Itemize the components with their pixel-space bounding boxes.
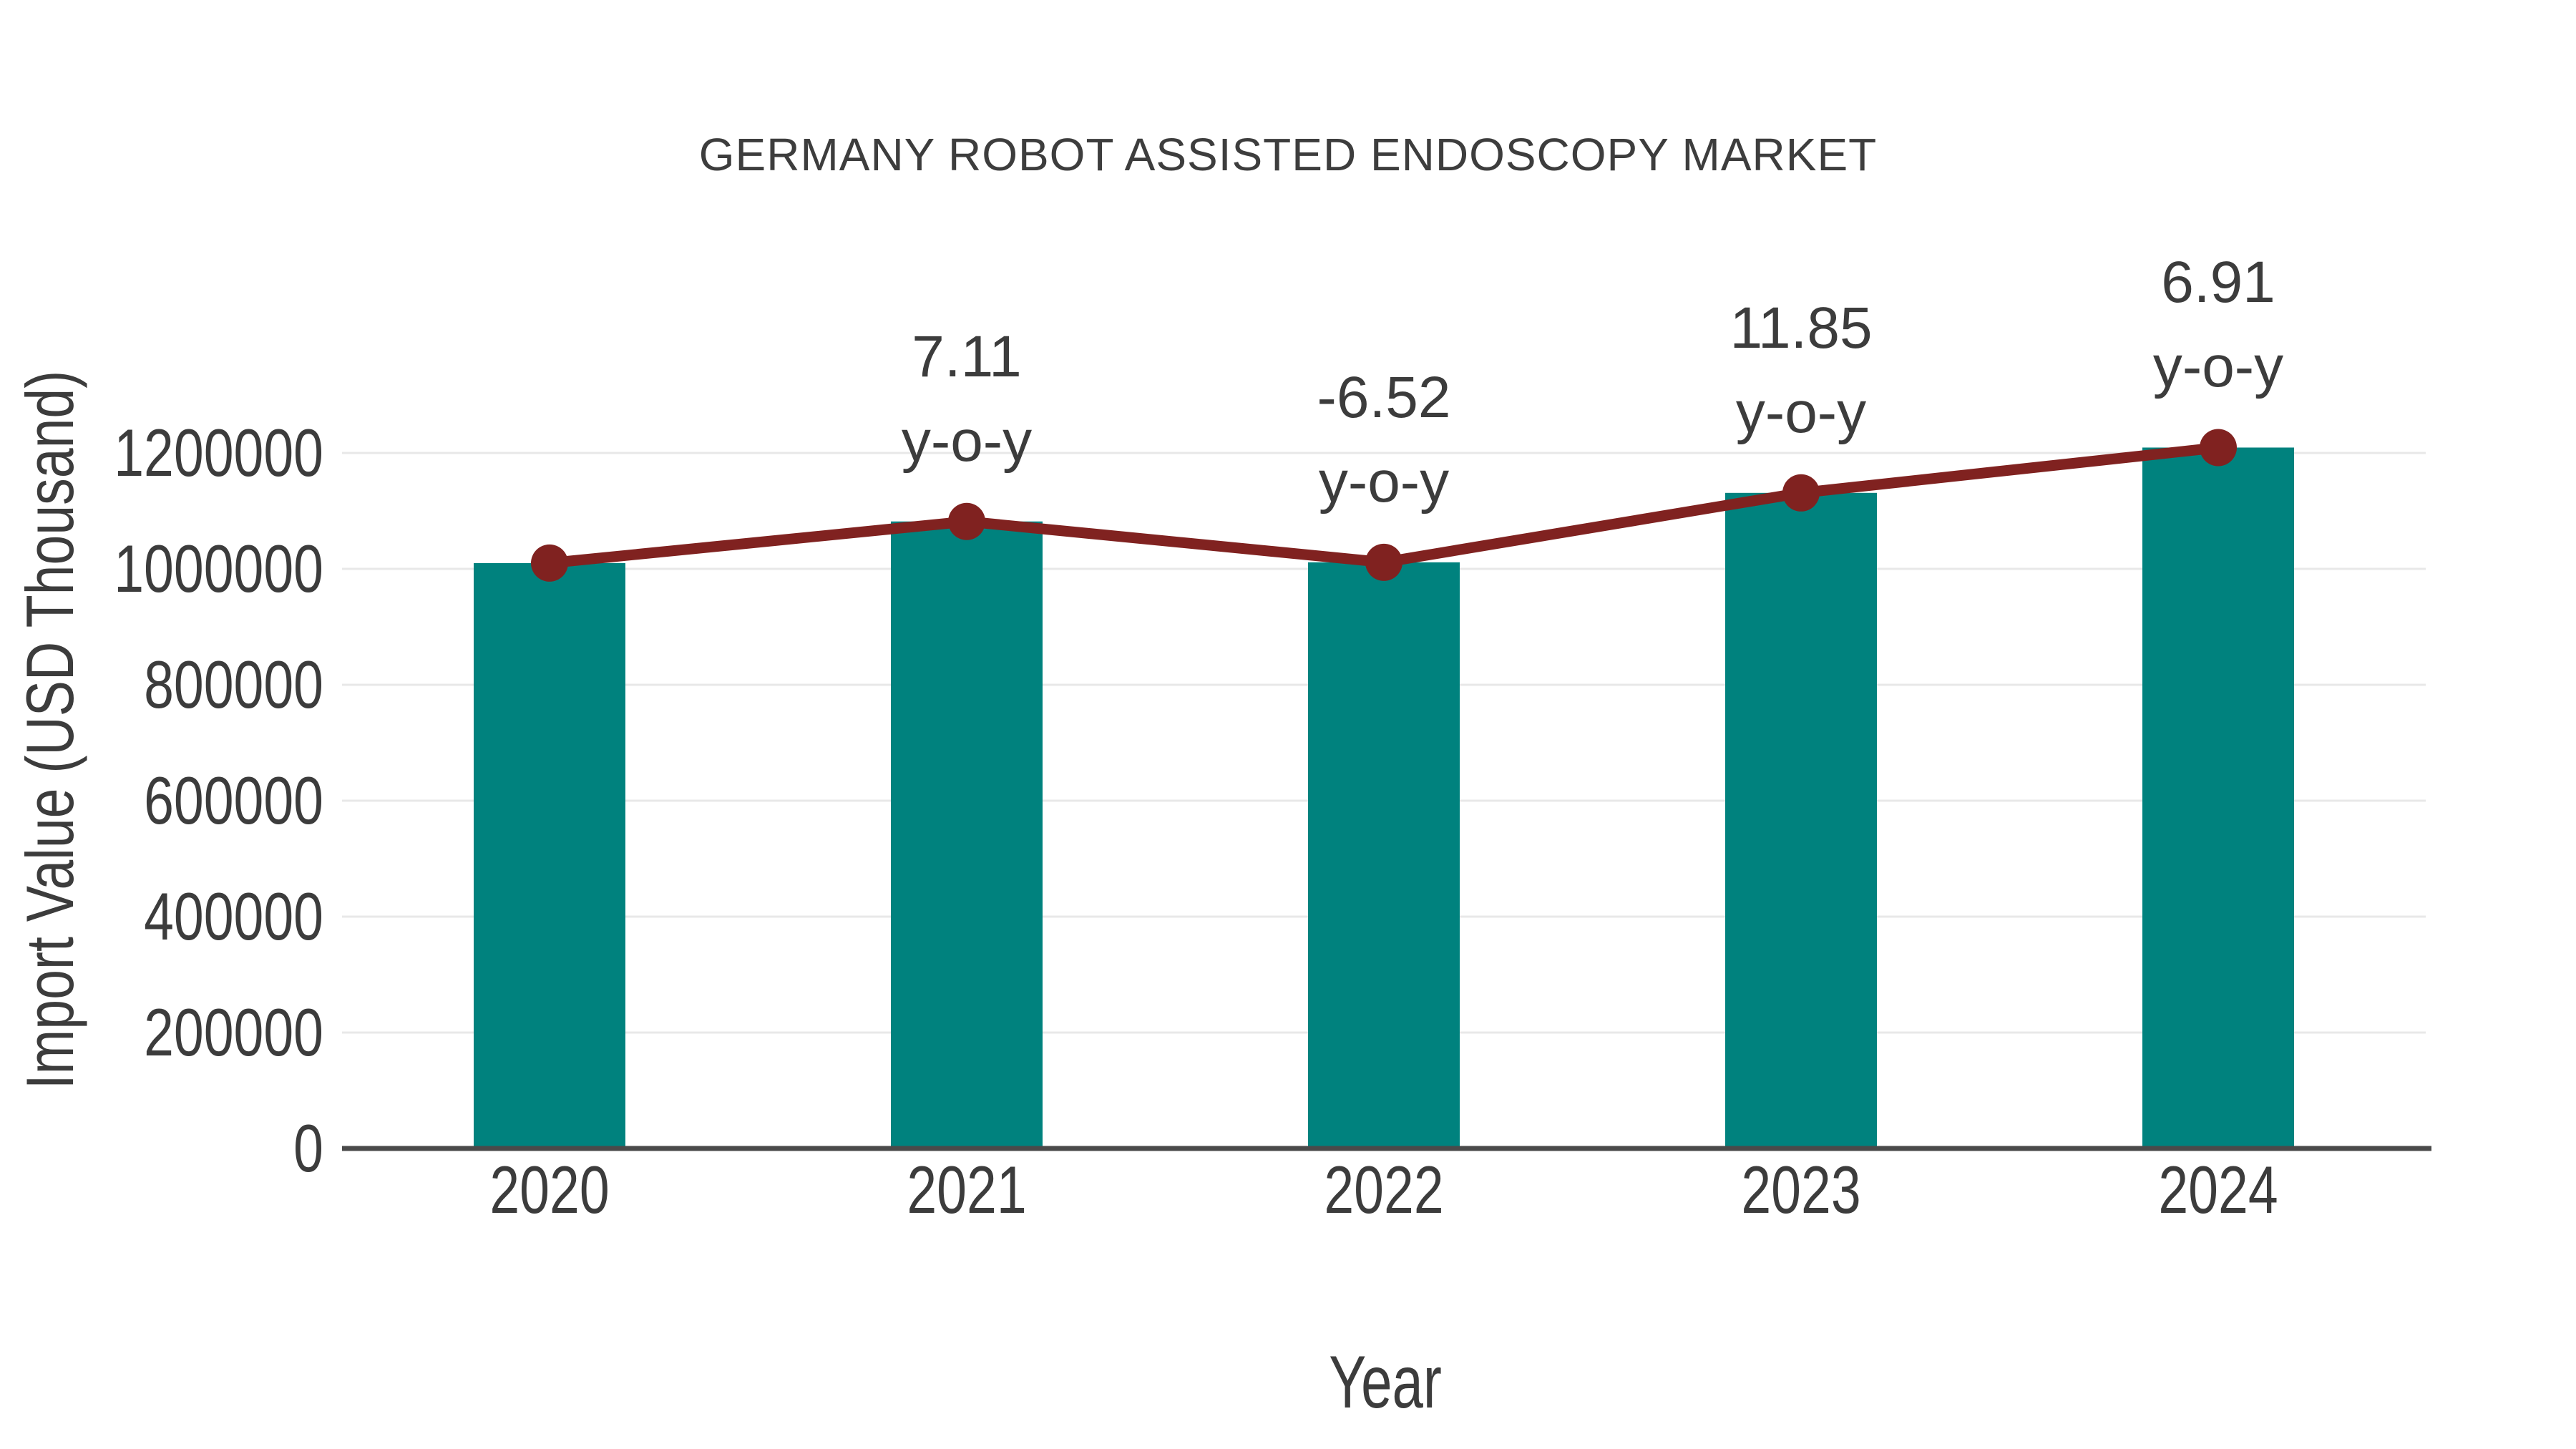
bar-2022 — [1308, 562, 1460, 1148]
y-tick-label-1000000: 1000000 — [114, 531, 323, 606]
yoy-marker-2023 — [1782, 474, 1820, 512]
y-tick-label-1200000: 1200000 — [114, 415, 323, 490]
yoy-marker-2020 — [531, 544, 568, 582]
yoy-marker-2021 — [948, 502, 985, 540]
bar-2023 — [1725, 492, 1877, 1148]
x-tick-label-2020: 2020 — [489, 1152, 610, 1227]
bar-2020 — [474, 562, 625, 1148]
x-tick-label-2021: 2021 — [907, 1152, 1027, 1227]
yoy-marker-2022 — [1365, 543, 1402, 581]
x-tick-label-2024: 2024 — [2158, 1152, 2278, 1227]
y-tick-label-600000: 600000 — [144, 763, 323, 838]
y-tick-label-200000: 200000 — [144, 995, 323, 1070]
yoy-value-label-2023: 11.85 — [1729, 295, 1873, 361]
yoy-marker-2024 — [2200, 429, 2237, 467]
bar-2021 — [891, 521, 1043, 1148]
yoy-suffix-label-2024: y-o-y — [2152, 334, 2284, 400]
x-tick-label-2023: 2023 — [1741, 1152, 1861, 1227]
y-tick-label-400000: 400000 — [144, 879, 323, 954]
yoy-value-label-2024: 6.91 — [2161, 250, 2275, 316]
chart-title: GERMANY ROBOT ASSISTED ENDOSCOPY MARKET — [698, 129, 1878, 180]
bar-2024 — [2142, 447, 2294, 1148]
yoy-suffix-label-2022: y-o-y — [1318, 449, 1450, 514]
y-tick-label-800000: 800000 — [144, 647, 323, 722]
x-axis-title: Year — [1329, 1341, 1442, 1424]
y-tick-label-0: 0 — [293, 1111, 323, 1186]
yoy-suffix-label-2023: y-o-y — [1735, 379, 1867, 445]
x-tick-label-2022: 2022 — [1324, 1152, 1444, 1227]
yoy-value-label-2022: -6.52 — [1317, 364, 1451, 430]
yoy-suffix-label-2021: y-o-y — [901, 408, 1033, 474]
yoy-value-label-2021: 7.11 — [912, 323, 1022, 389]
